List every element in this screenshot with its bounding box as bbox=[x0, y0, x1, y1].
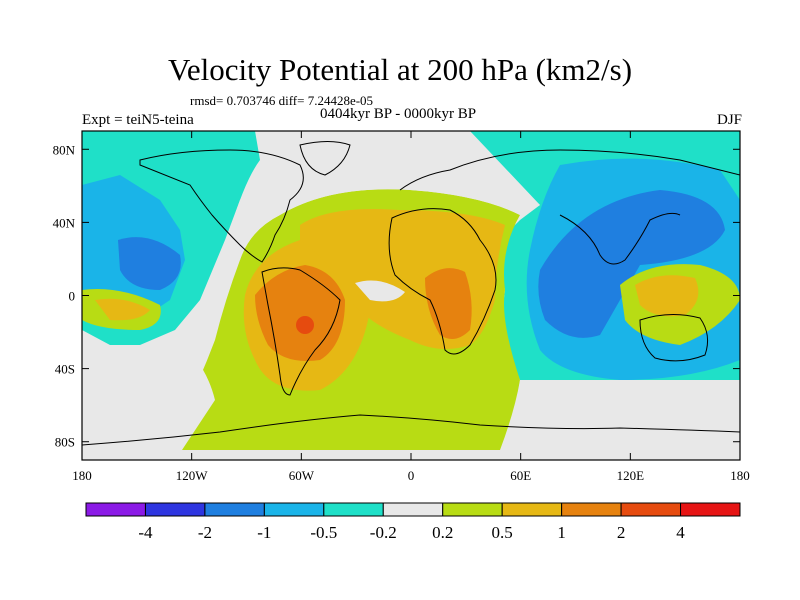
neg-field-npacific-core bbox=[118, 237, 181, 290]
pos-field-1-americas bbox=[255, 265, 345, 361]
lon-tick-label: 0 bbox=[408, 468, 415, 483]
colorbar-box bbox=[263, 502, 325, 517]
colorbar-box bbox=[204, 502, 265, 517]
coast-greenland bbox=[299, 141, 351, 176]
colorbar-box bbox=[382, 502, 444, 517]
colorbar-box bbox=[85, 502, 146, 517]
colorbar-label: 1 bbox=[557, 523, 566, 542]
period-label: 0404kyr BP - 0000kyr BP bbox=[320, 106, 477, 122]
pos-field-2-core bbox=[296, 316, 314, 334]
colorbar-label: -0.5 bbox=[310, 523, 337, 542]
coast-antarctica bbox=[82, 414, 740, 446]
colorbar-label: -0.2 bbox=[370, 523, 397, 542]
stats-text: rmsd= 0.703746 diff= 7.24428e-05 bbox=[190, 93, 374, 108]
lat-tick-label: 80S bbox=[55, 435, 75, 450]
colorbar-label: 2 bbox=[617, 523, 626, 542]
colorbar-label: 0.2 bbox=[432, 523, 453, 542]
coast-north-america bbox=[139, 149, 304, 263]
coast-europe-asia bbox=[399, 149, 740, 265]
coastlines bbox=[82, 141, 740, 446]
colorbar: -4 -2 -1 -0.5 -0.2 0.2 0.5 1 2 4 bbox=[85, 502, 741, 542]
lon-tick-label: 120E bbox=[617, 468, 645, 483]
experiment-label: Expt = teiN5-teina bbox=[82, 112, 194, 128]
pos-field-1-africa bbox=[425, 268, 472, 339]
coast-australia bbox=[639, 314, 709, 362]
neutral-tongue-atlantic bbox=[355, 280, 405, 302]
lat-tick-label: 80N bbox=[53, 142, 76, 157]
neg-field-indopacific-core bbox=[538, 190, 725, 338]
map-axes: 180 120W 60W 0 60E 120E 180 80N 40N 0 40S 80S bbox=[53, 131, 750, 483]
lat-tick-label: 40N bbox=[53, 215, 76, 230]
colorbar-box bbox=[144, 502, 206, 517]
lon-tick-label: 60E bbox=[510, 468, 531, 483]
coast-south-america bbox=[261, 267, 341, 396]
colorbar-box bbox=[680, 502, 741, 517]
coast-africa bbox=[388, 208, 497, 355]
colorbar-label: -2 bbox=[198, 523, 212, 542]
colorbar-label: -4 bbox=[138, 523, 153, 542]
lon-tick-label: 60W bbox=[289, 468, 315, 483]
colorbar-label: 4 bbox=[676, 523, 685, 542]
colorbar-box bbox=[561, 502, 622, 517]
map-plot bbox=[82, 131, 740, 460]
neutral-south-east bbox=[500, 380, 740, 460]
season-label: DJF bbox=[716, 112, 742, 128]
colorbar-box bbox=[501, 502, 563, 517]
colorbar-label: -1 bbox=[257, 523, 271, 542]
map-title: Velocity Potential at 200 hPa (km2/s) bbox=[167, 52, 633, 87]
pos-field-wpacific-inner bbox=[635, 275, 699, 317]
lat-tick-label: 40S bbox=[55, 362, 75, 377]
colorbar-box bbox=[323, 502, 384, 517]
colorbar-box bbox=[442, 502, 503, 517]
colorbar-label: 0.5 bbox=[492, 523, 513, 542]
lat-tick-label: 0 bbox=[69, 289, 76, 304]
lon-tick-label: 120W bbox=[176, 468, 209, 483]
colorbar-box bbox=[620, 502, 682, 517]
neutral-south bbox=[82, 340, 215, 460]
lon-tick-label: 180 bbox=[730, 468, 750, 483]
lon-tick-label: 180 bbox=[72, 468, 92, 483]
pos-field-epacific-inner bbox=[95, 298, 150, 321]
